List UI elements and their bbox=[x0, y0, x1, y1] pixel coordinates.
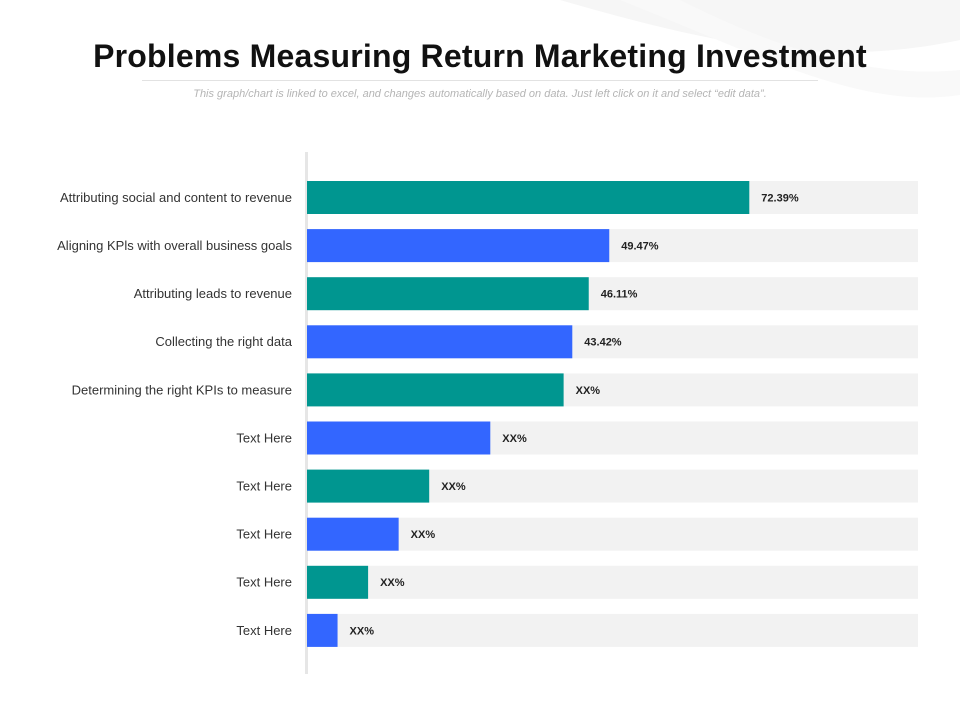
bar-track bbox=[307, 517, 918, 551]
bar bbox=[307, 325, 573, 359]
category-label: Text Here bbox=[236, 479, 292, 494]
bar bbox=[307, 181, 750, 214]
value-label: XX% bbox=[350, 625, 375, 637]
chart-axis bbox=[305, 152, 308, 674]
category-label: Aligning KPls with overall business goal… bbox=[57, 238, 292, 253]
value-label: 49.47% bbox=[621, 241, 659, 253]
category-label: Determining the right KPIs to measure bbox=[72, 382, 292, 397]
page-subtitle: This graph/chart is linked to excel, and… bbox=[193, 88, 767, 100]
category-label: Text Here bbox=[236, 575, 292, 590]
bar-track bbox=[307, 565, 918, 599]
category-label: Collecting the right data bbox=[155, 334, 292, 349]
value-label: XX% bbox=[380, 577, 405, 589]
value-label: XX% bbox=[441, 481, 466, 493]
bar bbox=[307, 421, 491, 455]
bar bbox=[307, 229, 610, 263]
value-label: XX% bbox=[411, 529, 436, 541]
category-label: Text Here bbox=[236, 623, 292, 638]
value-label: XX% bbox=[576, 385, 601, 397]
category-label: Text Here bbox=[236, 430, 292, 445]
value-label: XX% bbox=[502, 433, 527, 445]
bar bbox=[307, 277, 589, 311]
title-divider bbox=[142, 80, 818, 81]
bar bbox=[307, 565, 369, 599]
value-label: 43.42% bbox=[584, 337, 622, 349]
bar bbox=[307, 373, 564, 407]
bar bbox=[307, 469, 430, 503]
category-label: Text Here bbox=[236, 527, 292, 542]
page-title: Problems Measuring Return Marketing Inve… bbox=[93, 38, 867, 74]
bar bbox=[307, 517, 399, 551]
value-label: 46.11% bbox=[601, 289, 638, 301]
bar-track bbox=[307, 613, 918, 647]
category-label: Attributing leads to revenue bbox=[134, 286, 292, 301]
bar bbox=[307, 613, 338, 647]
category-label: Attributing social and content to revenu… bbox=[60, 190, 292, 205]
value-label: 72.39% bbox=[761, 192, 799, 204]
